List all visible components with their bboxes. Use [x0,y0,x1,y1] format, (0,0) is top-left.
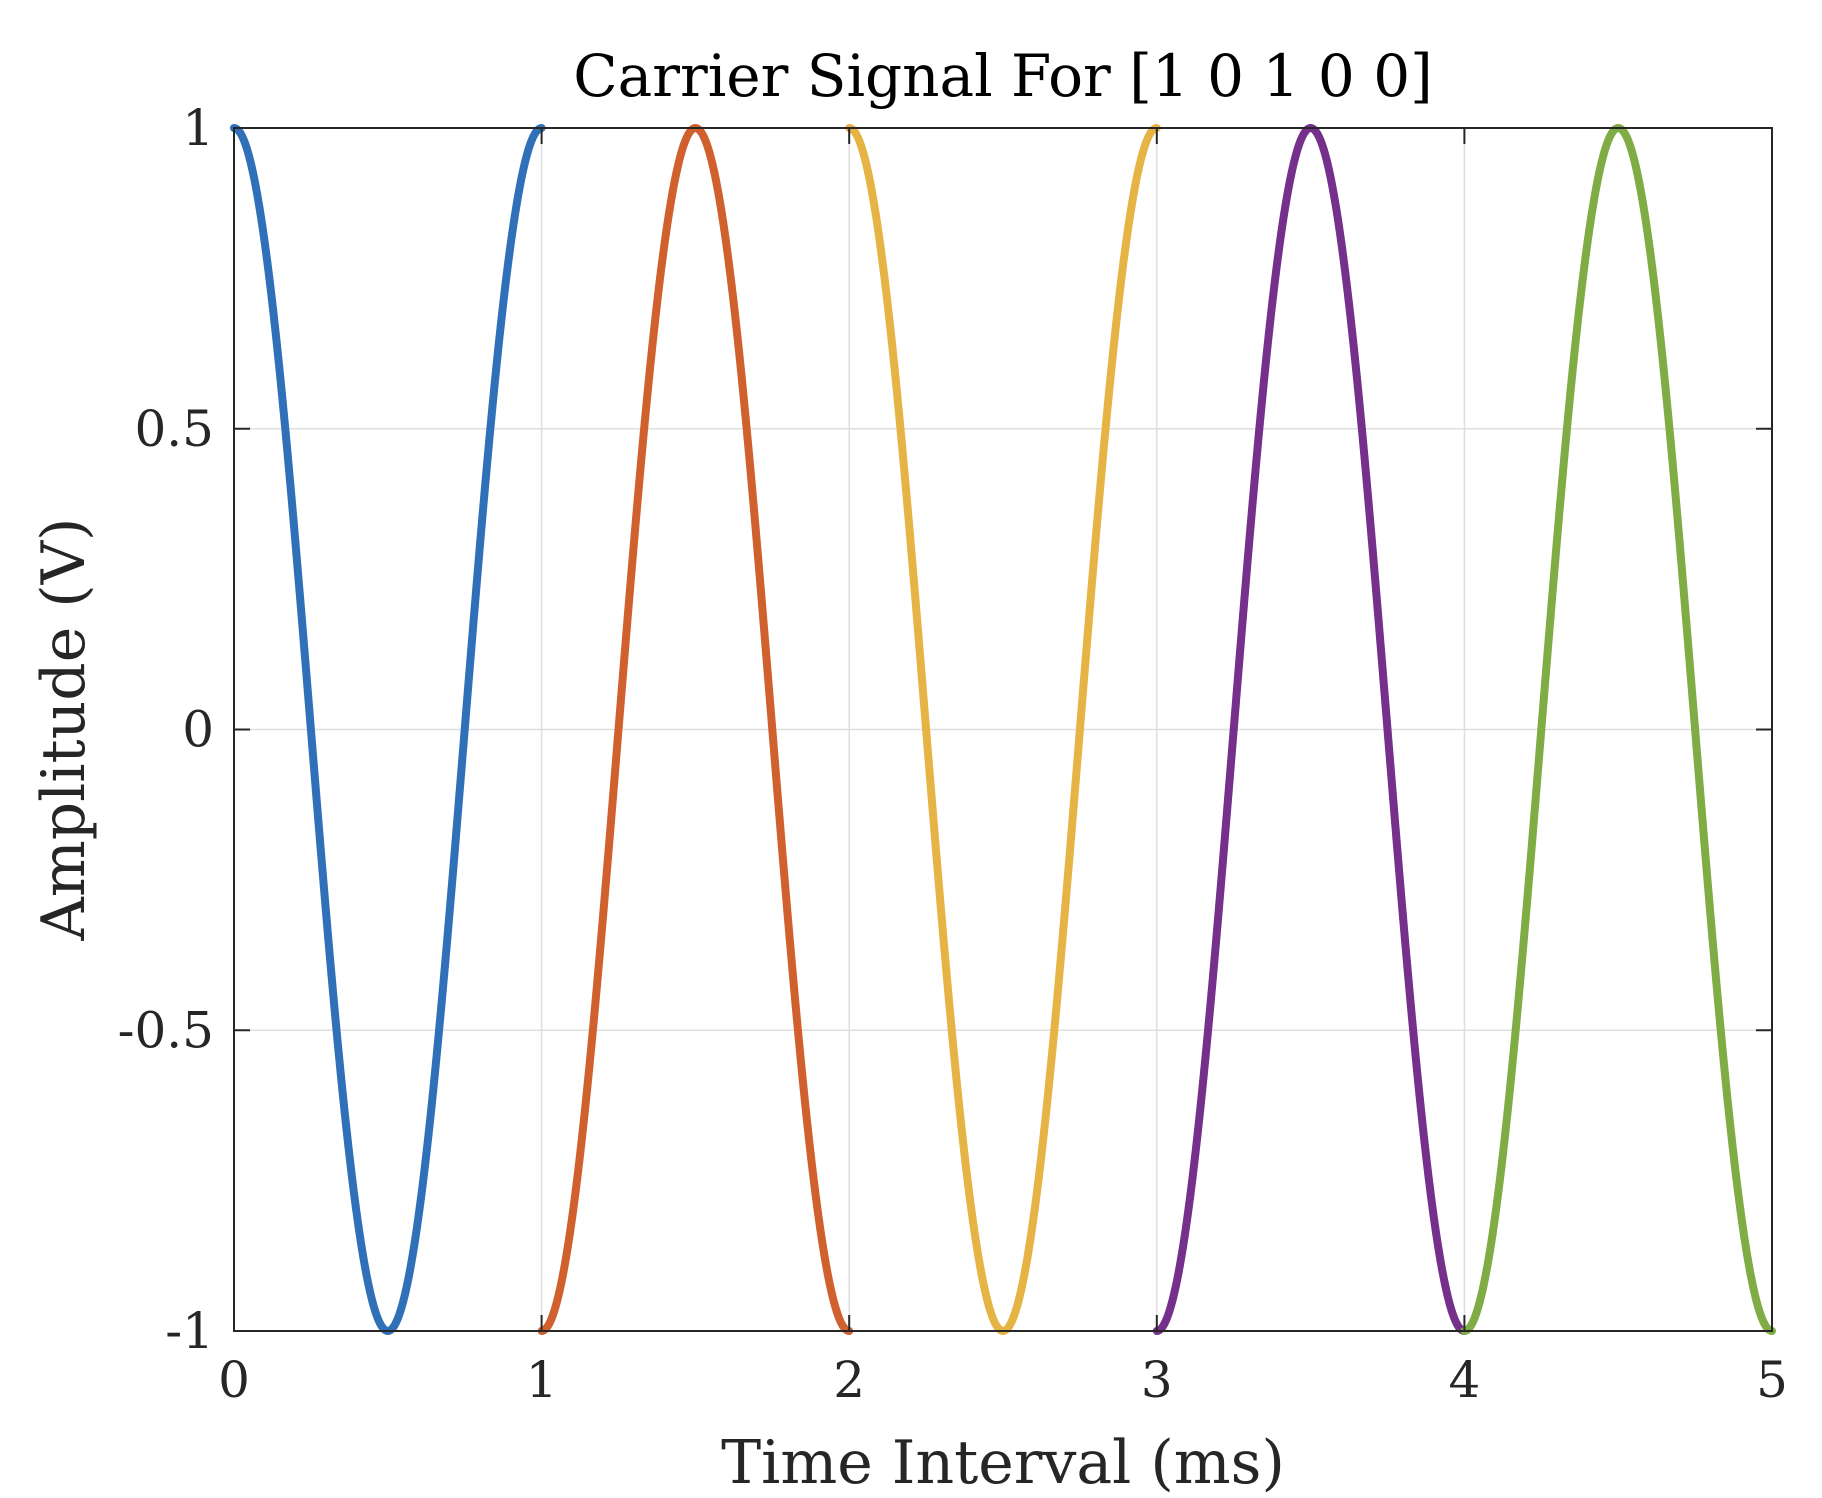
x-tick-label: 2 [833,1351,865,1409]
x-tick-label: 3 [1141,1351,1173,1409]
y-tick-label: -0.5 [118,1001,214,1059]
chart-title: Carrier Signal For [1 0 1 0 0] [573,42,1432,110]
y-tick-label: 0 [182,701,214,759]
x-tick-label: 4 [1448,1351,1480,1409]
y-tick-label: -1 [165,1302,214,1360]
x-tick-label: 5 [1756,1351,1788,1409]
ticks: 0 1 2 3 4 5 -1 -0.5 0 0.5 1 [118,99,1788,1409]
x-tick-label: 1 [526,1351,558,1409]
x-tick-label: 0 [218,1351,250,1409]
y-tick-label: 1 [182,99,214,157]
x-axis-label: Time Interval (ms) [721,1428,1285,1498]
y-axis-label: Amplitude (V) [29,518,99,942]
y-tick-label: 0.5 [134,400,214,458]
